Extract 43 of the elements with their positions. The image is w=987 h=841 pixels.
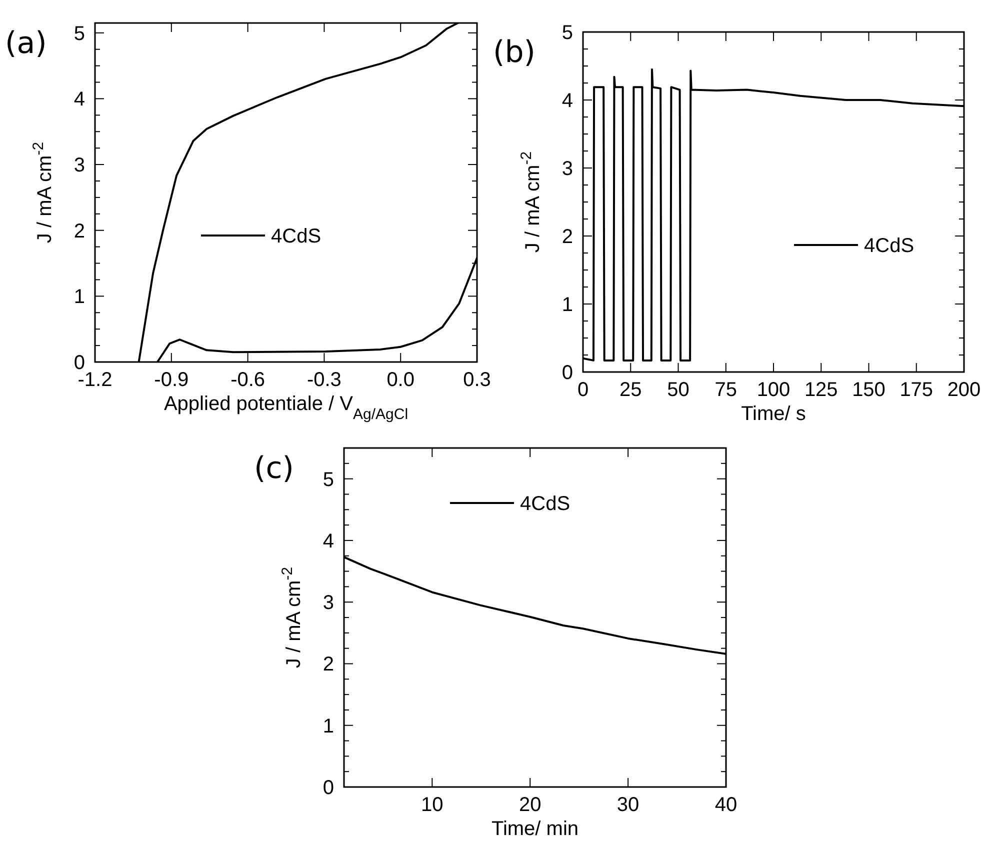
y-tick-label: 3 <box>322 592 334 614</box>
chart-title: (a) <box>5 26 47 61</box>
y-tick-label: 3 <box>562 158 573 180</box>
y-tick-label: 5 <box>562 22 573 44</box>
x-axis-title: Time/ s <box>741 403 806 425</box>
y-tick-label: 4 <box>322 530 334 552</box>
x-tick-label: 200 <box>947 379 981 401</box>
y-tick-label: 0 <box>322 777 334 799</box>
x-tick-label: 40 <box>714 794 738 816</box>
x-tick-label: 0.3 <box>463 369 491 391</box>
x-tick-label: 175 <box>900 379 934 401</box>
x-tick-label: -0.6 <box>230 369 266 391</box>
y-tick-label: 2 <box>74 220 85 242</box>
x-tick-label: 100 <box>756 379 790 401</box>
x-tick-label: 0 <box>577 379 589 401</box>
x-tick-label: 25 <box>620 379 642 401</box>
legend-label: 4CdS <box>520 493 570 515</box>
y-tick-label: 3 <box>74 154 85 177</box>
x-tick-label: 30 <box>616 794 640 816</box>
x-tick-label: -0.3 <box>306 369 342 391</box>
y-tick-label: 1 <box>74 286 85 308</box>
chart-title: (c) <box>254 451 294 486</box>
x-tick-label: 75 <box>714 379 737 401</box>
y-tick-label: 1 <box>562 294 573 316</box>
x-tick-label: 150 <box>852 379 886 401</box>
y-tick-label: 1 <box>322 715 334 738</box>
x-tick-label: 0.0 <box>386 369 415 391</box>
x-tick-label: -0.9 <box>154 369 189 391</box>
x-axis-title: Time/ min <box>491 818 579 840</box>
x-axis-title: Applied potentiale / V$_{Ag/AgCl}$ <box>164 393 408 422</box>
y-tick-label: 2 <box>562 226 573 248</box>
chart-title: (b) <box>493 35 536 70</box>
y-tick-label: 5 <box>322 468 334 491</box>
x-tick-label: 20 <box>518 794 542 816</box>
legend-label: 4CdS <box>864 235 914 257</box>
y-tick-label: 4 <box>74 88 85 111</box>
y-tick-label: 4 <box>562 90 573 112</box>
legend-label: 4CdS <box>271 226 322 248</box>
x-tick-label: 50 <box>667 379 690 401</box>
x-tick-label: 125 <box>804 379 838 401</box>
y-tick-label: 2 <box>322 654 334 676</box>
x-tick-label: 10 <box>421 794 444 816</box>
y-tick-label: 5 <box>74 22 85 45</box>
